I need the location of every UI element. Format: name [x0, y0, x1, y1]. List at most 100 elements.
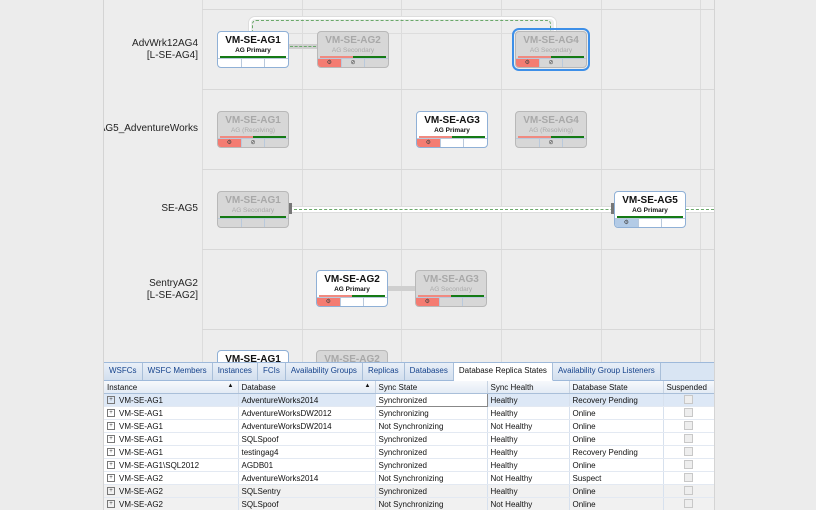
alert-gear-icon: ⚙ — [317, 298, 341, 306]
table-row[interactable]: + VM-SE-AG1 AdventureWorksDW2014 Not Sync… — [104, 419, 714, 433]
suspended-checkbox[interactable] — [684, 433, 693, 443]
replica-status-strip: ⚙ ⊘ — [318, 58, 388, 67]
link-endpoint-handle[interactable] — [289, 203, 292, 214]
replica-status-strip: ⚙ — [615, 218, 685, 227]
suspended-checkbox[interactable] — [684, 394, 693, 404]
listener-name: [L-SE-AG2] — [146, 290, 198, 301]
replica-card-resolving[interactable]: VM-SE-AG1 AG (Resolving) ⚙ ⊘ — [217, 111, 289, 148]
sync-icon: ⊘ — [540, 139, 564, 147]
tab-wsfcs[interactable]: WSFCs — [104, 363, 143, 380]
suspended-checkbox[interactable] — [684, 407, 693, 417]
replica-status-strip: ⚙ — [416, 297, 486, 306]
sync-health-bar — [220, 136, 286, 139]
replica-status-strip — [218, 218, 288, 227]
replica-card-primary[interactable]: VM-SE-AG1 — [217, 350, 289, 362]
sync-health-bar — [518, 56, 584, 59]
table-row[interactable]: + VM-SE-AG2 AdventureWorks2014 Not Synchr… — [104, 471, 714, 485]
replica-role: AG Primary — [235, 47, 271, 54]
alert-gear-icon: ⚙ — [218, 139, 242, 147]
suspended-checkbox[interactable] — [684, 472, 693, 482]
replica-card-secondary[interactable]: VM-SE-AG1 AG Secondary — [217, 191, 289, 228]
tab-fcis[interactable]: FCIs — [257, 363, 286, 380]
grid-line — [202, 9, 714, 10]
sync-health-bar — [419, 136, 485, 139]
ag-name: SentryAG2 — [149, 278, 198, 289]
replica-status-strip: ⚙ — [317, 297, 387, 306]
column-header-sync-state[interactable]: Sync State — [375, 381, 488, 394]
expand-icon[interactable]: + — [107, 409, 115, 418]
ag-name: AdvWrk12AG4 — [132, 38, 198, 49]
replica-name: VM-SE-AG4 — [523, 35, 579, 46]
table-row[interactable]: + VM-SE-AG1 AdventureWorks2014 Synchroniz… — [104, 393, 714, 407]
expand-icon[interactable]: + — [107, 474, 115, 483]
replica-role: AG Secondary — [429, 286, 473, 293]
sync-health-bar — [320, 56, 386, 59]
replica-role: AG Primary — [334, 286, 370, 293]
replica-card-secondary[interactable]: VM-SE-AG2 — [316, 350, 388, 362]
replica-card-secondary[interactable]: VM-SE-AG2 AG Secondary ⚙ ⊘ — [317, 31, 389, 68]
replica-status-strip: ⚙ — [417, 138, 487, 147]
alert-gear-icon: ⚙ — [416, 298, 440, 306]
ag-row-label: SentryAG2 [L-SE-AG2] — [147, 278, 198, 302]
replica-name: VM-SE-AG1 — [225, 35, 281, 46]
grid-line — [501, 0, 502, 362]
link-endpoint-handle[interactable] — [611, 203, 614, 214]
replica-card-resolving[interactable]: VM-SE-AG4 AG (Resolving) ⊘ — [515, 111, 587, 148]
column-header-database-state[interactable]: Database State — [569, 381, 664, 394]
table-row[interactable]: + VM-SE-AG1\SQL2012 AGDB01 Synchronized H… — [104, 458, 714, 472]
table-row[interactable]: + VM-SE-AG2 SQLSpoof Not Synchronizing No… — [104, 497, 714, 510]
table-row[interactable]: + VM-SE-AG1 SQLSpoof Synchronized Healthy… — [104, 432, 714, 446]
expand-icon[interactable]: + — [107, 435, 115, 444]
grid-line — [302, 0, 303, 362]
table-row[interactable]: + VM-SE-AG2 SQLSentry Synchronized Health… — [104, 484, 714, 498]
replica-card-primary[interactable]: VM-SE-AG5 AG Primary ⚙ — [614, 191, 686, 228]
tab-instances[interactable]: Instances — [212, 363, 258, 380]
sync-health-bar — [518, 136, 584, 139]
replica-card-primary[interactable]: VM-SE-AG1 AG Primary — [217, 31, 289, 68]
expand-icon[interactable]: + — [107, 500, 115, 509]
grid-line — [601, 0, 602, 362]
replica-role: AG Secondary — [331, 47, 375, 54]
tab-databases[interactable]: Databases — [404, 363, 454, 380]
suspended-checkbox[interactable] — [684, 459, 693, 469]
replica-card-secondary-selected[interactable]: VM-SE-AG4 AG Secondary ⚙ ⊘ — [512, 28, 590, 71]
replica-card-primary[interactable]: VM-SE-AG3 AG Primary ⚙ — [416, 111, 488, 148]
replica-name: VM-SE-AG1 — [225, 195, 281, 206]
replica-name: VM-SE-AG2 — [325, 35, 381, 46]
tab-availability-group-listeners[interactable]: Availability Group Listeners — [552, 363, 661, 380]
column-header-instance[interactable]: Instance ▲ — [104, 381, 239, 394]
expand-icon[interactable]: + — [107, 422, 115, 431]
ag-row-label: AG5_AdventureWorks — [104, 123, 198, 135]
column-header-suspended[interactable]: Suspended — [663, 381, 714, 394]
sync-health-bar — [220, 216, 286, 219]
tab-database-replica-states[interactable]: Database Replica States — [453, 363, 553, 381]
replica-card-primary[interactable]: VM-SE-AG2 AG Primary ⚙ — [316, 270, 388, 307]
suspended-checkbox[interactable] — [684, 498, 693, 508]
column-header-database[interactable]: Database ▲ — [238, 381, 376, 394]
grid-line — [202, 249, 714, 250]
replication-link-dash — [290, 46, 316, 47]
expand-icon[interactable]: + — [107, 396, 115, 405]
table-row[interactable]: + VM-SE-AG1 AdventureWorksDW2012 Synchron… — [104, 406, 714, 420]
suspended-checkbox[interactable] — [684, 420, 693, 430]
info-gear-icon: ⚙ — [615, 219, 639, 227]
table-row[interactable]: + VM-SE-AG1 testingag4 Synchronized Healt… — [104, 445, 714, 459]
replica-name: VM-SE-AG3 — [423, 274, 479, 285]
expand-icon[interactable]: + — [107, 461, 115, 470]
details-panel: WSFCs WSFC Members Instances FCIs Availa… — [104, 362, 714, 510]
suspended-checkbox[interactable] — [684, 446, 693, 456]
replica-name: VM-SE-AG2 — [324, 274, 380, 285]
sync-icon: ⊘ — [540, 59, 564, 67]
suspended-checkbox[interactable] — [684, 485, 693, 495]
grid-line — [202, 329, 714, 330]
replica-status-strip: ⊘ — [516, 138, 586, 147]
replica-card-secondary[interactable]: VM-SE-AG3 AG Secondary ⚙ — [415, 270, 487, 307]
replica-role: AG Secondary — [231, 207, 275, 214]
column-header-sync-health[interactable]: Sync Health — [487, 381, 570, 394]
tab-replicas[interactable]: Replicas — [362, 363, 405, 380]
replica-name: VM-SE-AG2 — [324, 354, 380, 362]
tab-availability-groups[interactable]: Availability Groups — [285, 363, 363, 380]
expand-icon[interactable]: + — [107, 487, 115, 496]
expand-icon[interactable]: + — [107, 448, 115, 457]
tab-wsfc-members[interactable]: WSFC Members — [142, 363, 213, 380]
